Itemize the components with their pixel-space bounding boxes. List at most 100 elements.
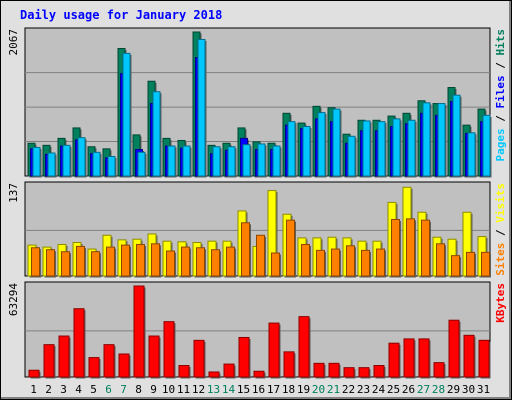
day-label: 26 [402, 383, 415, 396]
legend-entry: Hits [494, 29, 507, 56]
kbytes-bar [418, 338, 430, 378]
kbytes-bar [448, 319, 460, 378]
pages-bar [407, 119, 416, 177]
sites-bar [421, 219, 430, 277]
kbytes-bar [463, 334, 475, 378]
sites-bar [286, 219, 295, 277]
sites-bar [151, 243, 160, 277]
legend-entry: Sites [494, 243, 507, 276]
kbytes-bar [193, 339, 205, 378]
sites-bar [166, 250, 175, 277]
pages-bar [482, 114, 491, 177]
pages-bar [32, 146, 41, 177]
kbytes-bar [433, 362, 445, 378]
legend-entry: / [494, 109, 507, 129]
sites-bar [316, 249, 325, 277]
day-label: 14 [222, 383, 236, 396]
panel-kbytes-ymax-label: 63294 [7, 283, 20, 316]
day-label: 21 [327, 383, 340, 396]
pages-bar [152, 91, 161, 177]
sites-bar [436, 243, 445, 277]
kbytes-bar [238, 336, 250, 378]
day-label: 17 [267, 383, 280, 396]
day-label: 9 [150, 383, 157, 396]
sites-bar [121, 244, 130, 277]
kbytes-bar [28, 369, 40, 378]
day-label: 30 [462, 383, 475, 396]
day-label: 16 [252, 383, 265, 396]
legend-entry: Files [494, 75, 507, 108]
pages-bar [302, 126, 311, 177]
pages-bar [62, 144, 71, 177]
pages-bar [107, 155, 116, 177]
kbytes-bar [388, 342, 400, 378]
panel-hits-files-pages-legend: Pages / Files / Hits [494, 29, 507, 162]
sites-bar [271, 252, 280, 277]
sites-bar [301, 243, 310, 277]
sites-bar [466, 251, 475, 277]
kbytes-bar [328, 362, 340, 378]
day-label: 31 [477, 383, 490, 396]
pages-bar [197, 38, 206, 177]
kbytes-bar [358, 367, 370, 378]
sites-bar [226, 246, 235, 277]
kbytes-bar [478, 339, 490, 378]
day-label: 29 [447, 383, 460, 396]
sites-bar [31, 247, 40, 277]
kbytes-bar [298, 316, 310, 378]
sites-bar [181, 246, 190, 277]
pages-bar [377, 121, 386, 177]
pages-bar [347, 135, 356, 177]
sites-bar [91, 251, 100, 277]
sites-bar [346, 245, 355, 277]
pages-bar [287, 121, 296, 177]
sites-bar [361, 249, 370, 277]
kbytes-bar [163, 321, 175, 378]
kbytes-bar [283, 351, 295, 378]
day-label: 20 [312, 383, 325, 396]
sites-bar [376, 248, 385, 277]
day-label: 1 [30, 383, 37, 396]
sites-bar [136, 243, 145, 277]
pages-bar [317, 112, 326, 177]
kbytes-bar [403, 338, 415, 378]
day-label: 5 [90, 383, 97, 396]
kbytes-bar [43, 344, 55, 378]
day-label: 4 [75, 383, 82, 396]
kbytes-bar [103, 344, 115, 378]
pages-bar [332, 108, 341, 177]
day-label: 10 [162, 383, 175, 396]
pages-bar [272, 145, 281, 177]
pages-bar [392, 118, 401, 177]
day-label: 28 [432, 383, 445, 396]
kbytes-bar [223, 363, 235, 378]
day-label: 25 [387, 383, 400, 396]
day-label: 6 [105, 383, 112, 396]
sites-bar [46, 249, 55, 277]
pages-bar [182, 145, 191, 177]
sites-bar [61, 251, 70, 277]
sites-bar [211, 249, 220, 277]
pages-bar [77, 137, 86, 177]
day-label: 27 [417, 383, 430, 396]
day-label: 8 [135, 383, 142, 396]
pages-bar [242, 144, 251, 177]
pages-bar [122, 52, 131, 177]
pages-bar [137, 151, 146, 177]
legend-entry: Visits [494, 183, 507, 223]
day-label: 2 [45, 383, 52, 396]
kbytes-bar [148, 335, 160, 378]
kbytes-bar [343, 367, 355, 378]
pages-bar [467, 132, 476, 177]
day-label: 19 [297, 383, 310, 396]
day-label: 23 [357, 383, 370, 396]
sites-bar [406, 218, 415, 277]
pages-bar [362, 120, 371, 177]
pages-bar [92, 151, 101, 177]
panel-visits-sites-legend: Sites / Visits [494, 183, 507, 276]
legend-entry: / [494, 56, 507, 76]
kbytes-bar [253, 370, 265, 378]
legend-entry: Pages [494, 128, 507, 161]
